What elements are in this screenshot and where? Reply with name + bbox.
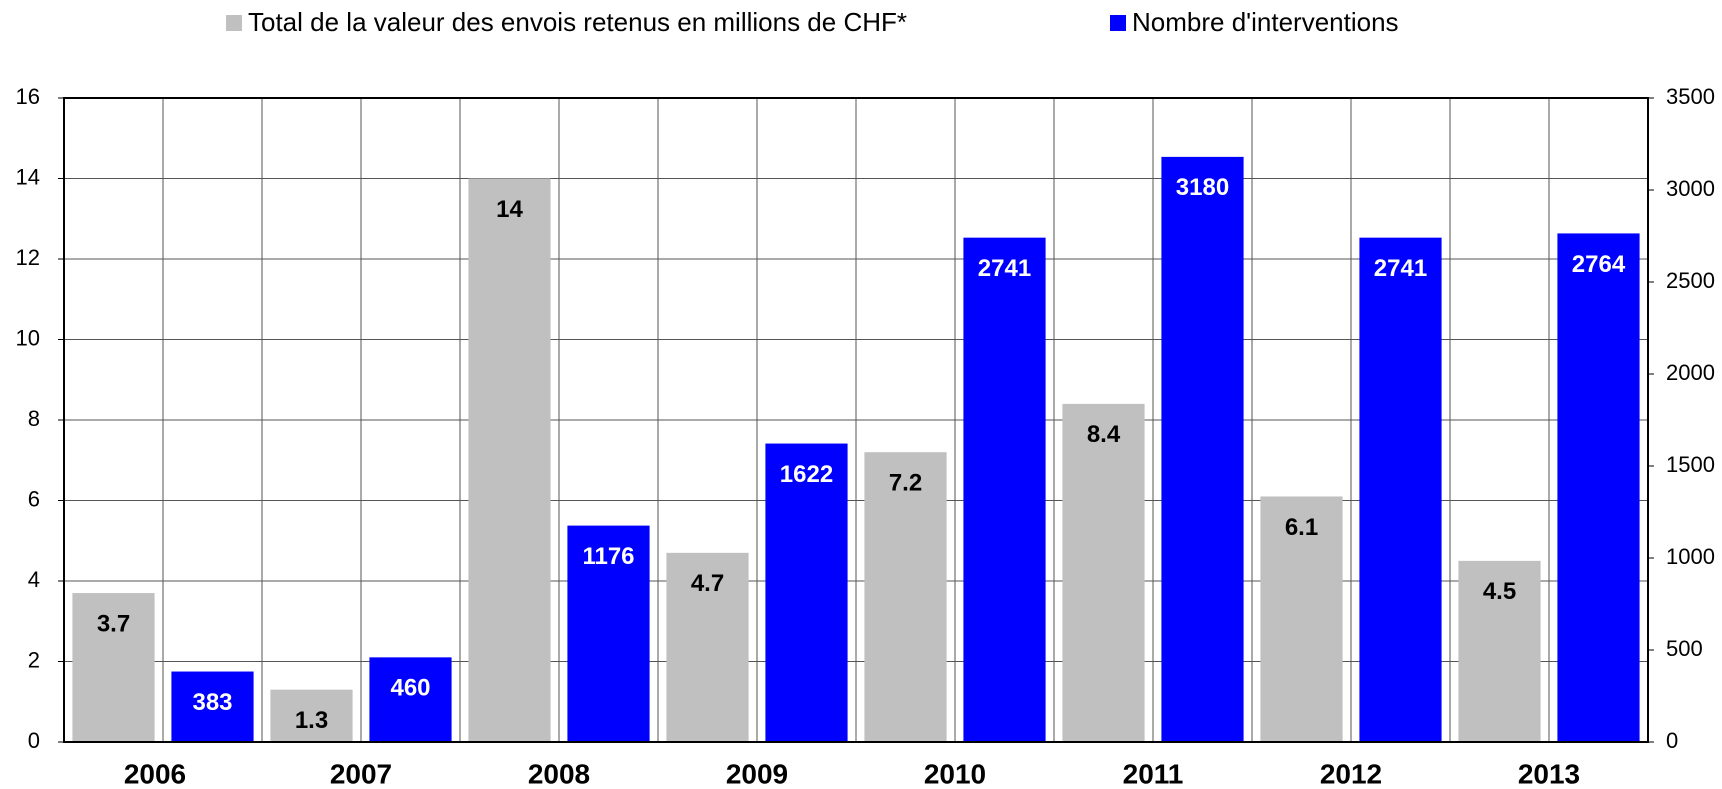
y-tick-label: 6 — [28, 486, 40, 511]
legend-label: Nombre d'interventions — [1132, 7, 1399, 37]
data-label: 460 — [390, 675, 430, 702]
bar — [270, 689, 353, 742]
bar — [1359, 237, 1442, 742]
y2-tick-label: 3500 — [1666, 84, 1715, 109]
data-label: 2741 — [1374, 255, 1427, 282]
bar — [1458, 560, 1541, 742]
data-label: 6.1 — [1285, 514, 1318, 541]
bar — [765, 443, 848, 742]
data-label: 4.5 — [1483, 578, 1516, 605]
y-tick-label: 8 — [28, 406, 40, 431]
y-tick-label: 10 — [16, 325, 40, 350]
bar — [171, 671, 254, 742]
bar — [963, 237, 1046, 742]
data-label: 7.2 — [889, 470, 922, 497]
bar — [1260, 496, 1343, 742]
data-label: 1.3 — [295, 707, 328, 734]
y2-tick-label: 1000 — [1666, 544, 1715, 569]
plot-frame — [63, 97, 1649, 743]
data-label: 383 — [192, 689, 232, 716]
data-label: 8.4 — [1087, 421, 1121, 448]
x-tick-label: 2011 — [1123, 758, 1184, 789]
bar — [468, 178, 551, 742]
data-label: 2741 — [978, 255, 1031, 282]
data-label: 1176 — [582, 543, 634, 570]
y2-tick-label: 2500 — [1666, 268, 1715, 293]
y-tick-label: 12 — [16, 245, 40, 270]
data-label: 14 — [496, 196, 523, 223]
y-tick-label: 2 — [28, 647, 40, 672]
data-label: 4.7 — [691, 570, 724, 597]
x-tick-label: 2012 — [1320, 758, 1382, 789]
legend-label: Total de la valeur des envois retenus en… — [248, 7, 907, 37]
data-label: 3.7 — [97, 610, 130, 637]
data-label: 3180 — [1176, 174, 1229, 201]
legend-swatch — [1110, 15, 1126, 31]
x-tick-label: 2008 — [528, 758, 590, 789]
bar — [1161, 156, 1244, 742]
x-tick-label: 2010 — [924, 758, 986, 789]
x-tick-label: 2009 — [726, 758, 788, 789]
x-tick-label: 2007 — [330, 758, 392, 789]
y2-tick-label: 2000 — [1666, 360, 1715, 385]
bar — [567, 525, 650, 742]
data-label: 2764 — [1572, 251, 1626, 278]
y-tick-label: 0 — [28, 728, 40, 753]
bar — [1557, 233, 1640, 742]
y-tick-label: 14 — [16, 164, 40, 189]
bar — [1062, 403, 1145, 742]
bar — [72, 593, 155, 742]
y-tick-label: 16 — [16, 84, 40, 109]
x-tick-label: 2006 — [124, 758, 186, 789]
y2-tick-label: 0 — [1666, 728, 1678, 753]
legend-swatch — [226, 15, 242, 31]
x-tick-label: 2013 — [1518, 758, 1580, 789]
bar — [666, 552, 749, 742]
y-tick-label: 4 — [28, 567, 40, 592]
bar — [369, 657, 452, 742]
y2-tick-label: 1500 — [1666, 452, 1715, 477]
y2-tick-label: 500 — [1666, 636, 1703, 661]
data-label: 1622 — [780, 461, 833, 488]
bar — [864, 452, 947, 742]
y2-tick-label: 3000 — [1666, 176, 1715, 201]
